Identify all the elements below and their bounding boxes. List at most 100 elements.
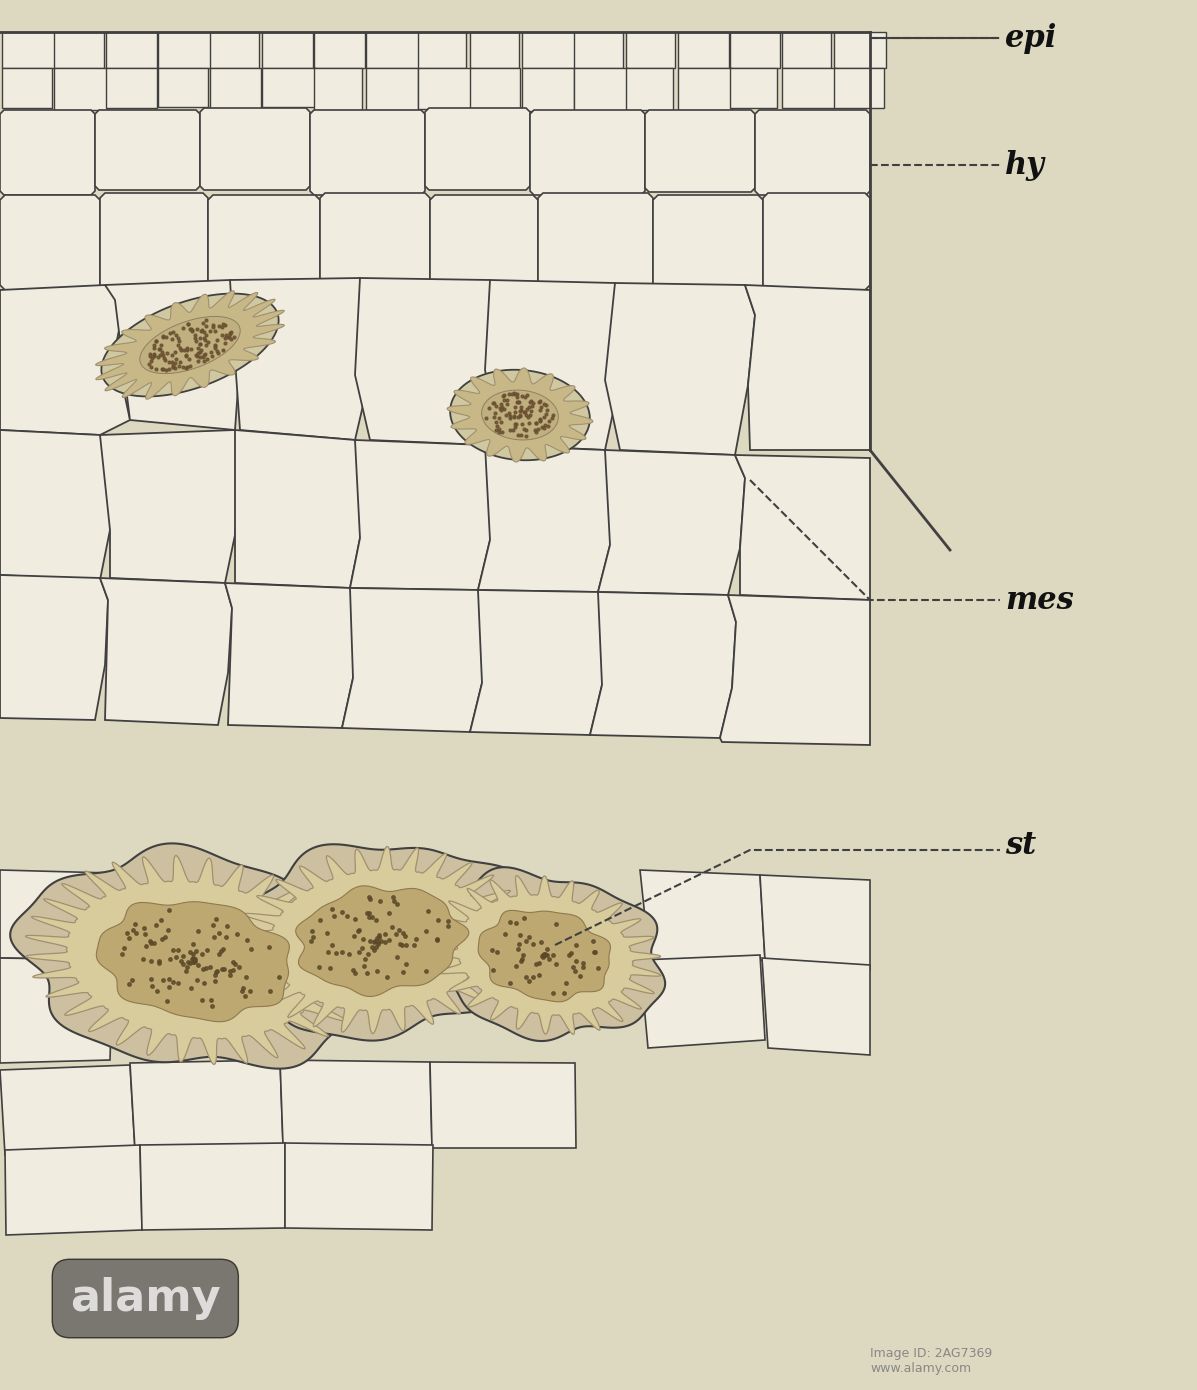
Polygon shape (485, 279, 625, 450)
Polygon shape (598, 450, 745, 595)
Polygon shape (366, 32, 419, 68)
Polygon shape (314, 68, 361, 110)
Polygon shape (478, 445, 615, 592)
Text: hy: hy (1005, 150, 1045, 181)
Text: alamy: alamy (69, 1277, 220, 1320)
Polygon shape (96, 902, 290, 1022)
Polygon shape (230, 278, 375, 441)
Polygon shape (107, 68, 157, 108)
Polygon shape (95, 110, 200, 190)
Polygon shape (721, 595, 870, 745)
Polygon shape (640, 955, 765, 1048)
Polygon shape (96, 291, 285, 399)
Polygon shape (604, 284, 755, 455)
Polygon shape (530, 110, 645, 195)
Polygon shape (418, 68, 472, 108)
Polygon shape (730, 68, 777, 108)
Polygon shape (366, 68, 418, 110)
Polygon shape (209, 32, 259, 68)
Polygon shape (0, 110, 95, 195)
Polygon shape (350, 441, 496, 589)
Polygon shape (418, 32, 466, 68)
Polygon shape (575, 68, 628, 113)
Text: epi: epi (1005, 22, 1057, 53)
Polygon shape (730, 32, 780, 68)
Polygon shape (626, 32, 675, 68)
Polygon shape (262, 32, 312, 68)
Polygon shape (235, 430, 365, 588)
Text: www.alamy.com: www.alamy.com (870, 1362, 971, 1375)
Polygon shape (834, 68, 885, 108)
Polygon shape (314, 32, 365, 68)
Polygon shape (25, 855, 365, 1065)
Polygon shape (745, 285, 870, 450)
Polygon shape (782, 32, 831, 68)
Polygon shape (11, 844, 378, 1069)
Polygon shape (200, 108, 310, 190)
Polygon shape (105, 279, 250, 430)
Polygon shape (626, 68, 673, 110)
Polygon shape (430, 195, 537, 291)
Polygon shape (425, 108, 530, 190)
Polygon shape (0, 285, 130, 435)
Polygon shape (760, 874, 870, 970)
Polygon shape (645, 110, 755, 192)
Polygon shape (575, 32, 622, 68)
Polygon shape (342, 588, 486, 733)
Polygon shape (678, 32, 729, 68)
Polygon shape (209, 68, 261, 111)
Polygon shape (101, 578, 232, 726)
Text: mes: mes (1005, 585, 1074, 616)
Polygon shape (0, 195, 101, 291)
Polygon shape (140, 317, 241, 374)
Polygon shape (522, 68, 575, 111)
Polygon shape (782, 68, 836, 108)
Polygon shape (415, 867, 666, 1041)
Text: Image ID: 2AG7369: Image ID: 2AG7369 (870, 1347, 992, 1359)
Polygon shape (158, 32, 211, 68)
Polygon shape (101, 193, 208, 291)
Polygon shape (755, 110, 870, 195)
Polygon shape (678, 68, 733, 110)
Polygon shape (54, 68, 107, 110)
Polygon shape (762, 958, 870, 1055)
Polygon shape (640, 870, 765, 965)
Polygon shape (356, 278, 505, 445)
Polygon shape (430, 1062, 576, 1148)
Polygon shape (101, 430, 241, 582)
Polygon shape (320, 193, 430, 291)
Polygon shape (158, 68, 208, 107)
Polygon shape (130, 1061, 282, 1150)
Polygon shape (522, 32, 575, 68)
Polygon shape (262, 68, 316, 107)
Polygon shape (0, 575, 108, 720)
Polygon shape (450, 370, 590, 460)
Polygon shape (2, 68, 51, 108)
Polygon shape (107, 32, 157, 68)
Polygon shape (448, 368, 593, 461)
Polygon shape (208, 195, 320, 291)
Polygon shape (735, 455, 870, 600)
Polygon shape (140, 1143, 285, 1230)
Polygon shape (0, 870, 115, 960)
Polygon shape (654, 195, 762, 291)
Polygon shape (470, 32, 519, 68)
Polygon shape (2, 32, 55, 68)
Polygon shape (470, 68, 519, 108)
Polygon shape (0, 430, 115, 580)
Polygon shape (762, 193, 870, 291)
Polygon shape (478, 910, 610, 1002)
Polygon shape (280, 1061, 432, 1148)
Polygon shape (430, 876, 661, 1034)
Polygon shape (0, 958, 113, 1063)
Polygon shape (5, 1145, 142, 1234)
Polygon shape (102, 293, 279, 396)
Polygon shape (225, 582, 358, 728)
Polygon shape (310, 110, 425, 195)
Polygon shape (590, 592, 736, 738)
Polygon shape (219, 844, 529, 1041)
Polygon shape (481, 391, 558, 439)
Polygon shape (834, 32, 886, 68)
Polygon shape (54, 32, 104, 68)
Polygon shape (233, 847, 527, 1034)
